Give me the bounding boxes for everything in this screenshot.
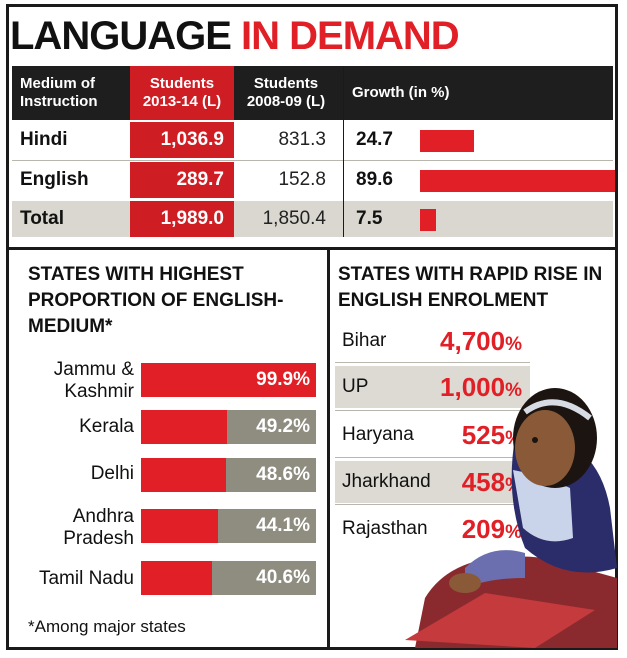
footnote: *Among major states bbox=[28, 617, 186, 636]
list-item-up: UP 1,000% bbox=[335, 366, 530, 408]
header-students-2013: Students 2013-14 (L) bbox=[130, 66, 234, 120]
bar-label-kerala: Kerala bbox=[79, 416, 134, 437]
english-medium-title: STATES WITH HIGHEST PROPORTION OF ENGLIS… bbox=[28, 264, 284, 337]
value-number: 4,700 bbox=[440, 326, 506, 356]
row-growth: 7.5 bbox=[356, 208, 383, 229]
bar-track: 44.1% bbox=[141, 509, 316, 543]
bar-track: 49.2% bbox=[141, 410, 316, 444]
growth-bar-english bbox=[420, 170, 615, 192]
row-label: Hindi bbox=[20, 129, 68, 150]
header-students-2008: Students 2008-09 (L) bbox=[246, 75, 326, 110]
bar-label-andhra-pradesh: Andhra Pradesh bbox=[63, 506, 134, 549]
table-row-hindi: Hindi 1,036.9 831.3 24.7 bbox=[12, 122, 613, 158]
bar-andhra-pradesh bbox=[141, 509, 218, 543]
row-label: English bbox=[20, 169, 89, 190]
schoolgirl-illustration bbox=[405, 388, 617, 648]
row-students-2008: 831.3 bbox=[278, 129, 326, 150]
bar-kerala bbox=[141, 410, 227, 444]
table-header: Medium of Instruction Students 2013-14 (… bbox=[12, 66, 613, 120]
value-unit: % bbox=[505, 380, 522, 401]
section-divider bbox=[6, 247, 618, 250]
state-value: 1,000% bbox=[440, 366, 522, 412]
state-name: Haryana bbox=[342, 424, 414, 445]
table-row-english: English 289.7 152.8 89.6 bbox=[12, 162, 615, 198]
row-divider bbox=[335, 457, 530, 458]
row-growth: 24.7 bbox=[356, 129, 393, 150]
title-part1: LANGUAGE bbox=[10, 14, 232, 58]
bar-track: 40.6% bbox=[141, 561, 316, 595]
bar-jammu-kashmir bbox=[141, 363, 316, 397]
panel-divider bbox=[327, 250, 330, 647]
value-number: 525 bbox=[461, 420, 506, 450]
row-divider bbox=[335, 504, 530, 505]
bar-track: 99.9% bbox=[141, 363, 316, 397]
list-item-haryana: Haryana 525% bbox=[335, 414, 530, 456]
list-item-bihar: Bihar 4,700% bbox=[335, 320, 530, 362]
bar-delhi bbox=[141, 458, 226, 492]
row-students-2013: 1,989.0 bbox=[130, 201, 234, 237]
row-label: Total bbox=[20, 208, 64, 229]
title-part2: IN DEMAND bbox=[241, 14, 460, 58]
row-divider bbox=[12, 160, 613, 161]
state-name: Rajasthan bbox=[342, 518, 428, 539]
row-growth: 89.6 bbox=[356, 169, 393, 190]
bar-value-label: 99.9% bbox=[256, 369, 310, 390]
infographic-title: LANGUAGE IN DEMAND bbox=[10, 14, 460, 58]
state-name: Jharkhand bbox=[342, 471, 431, 492]
value-unit: % bbox=[505, 522, 522, 543]
list-item-rajasthan: Rajasthan 209% bbox=[335, 508, 530, 550]
value-number: 1,000 bbox=[440, 372, 506, 402]
bar-track: 48.6% bbox=[141, 458, 316, 492]
state-name: UP bbox=[342, 376, 369, 397]
bar-value-label: 49.2% bbox=[256, 416, 310, 437]
bar-value-label: 40.6% bbox=[256, 567, 310, 588]
row-students-2008: 152.8 bbox=[278, 169, 326, 190]
bar-tamil-nadu bbox=[141, 561, 212, 595]
table-row-total: Total 1,989.0 1,850.4 7.5 bbox=[12, 201, 613, 237]
state-name: Bihar bbox=[342, 330, 387, 351]
state-value: 4,700% bbox=[440, 320, 522, 366]
bar-label-tamil-nadu: Tamil Nadu bbox=[38, 568, 134, 589]
row-students-2008: 1,850.4 bbox=[262, 208, 326, 229]
row-divider bbox=[335, 410, 530, 411]
bar-label-delhi: Delhi bbox=[90, 463, 134, 484]
growth-bar-total bbox=[420, 209, 436, 231]
header-growth: Growth (in %) bbox=[352, 84, 450, 101]
row-students-2013: 1,036.9 bbox=[130, 122, 234, 158]
row-divider bbox=[335, 362, 530, 363]
column-divider bbox=[343, 66, 344, 237]
header-medium: Medium of Instruction bbox=[20, 75, 98, 110]
state-value: 209% bbox=[462, 508, 522, 554]
rapid-rise-title: STATES WITH RAPID RISE IN ENGLISH ENROLM… bbox=[338, 264, 603, 311]
bar-value-label: 44.1% bbox=[256, 515, 310, 536]
growth-bar-hindi bbox=[420, 130, 474, 152]
bar-value-label: 48.6% bbox=[256, 464, 310, 485]
bar-label-jammu-kashmir: Jammu & Kashmir bbox=[53, 359, 134, 402]
row-students-2013: 289.7 bbox=[130, 162, 234, 198]
value-number: 209 bbox=[461, 514, 506, 544]
value-number: 458 bbox=[461, 467, 506, 497]
value-unit: % bbox=[505, 334, 522, 355]
